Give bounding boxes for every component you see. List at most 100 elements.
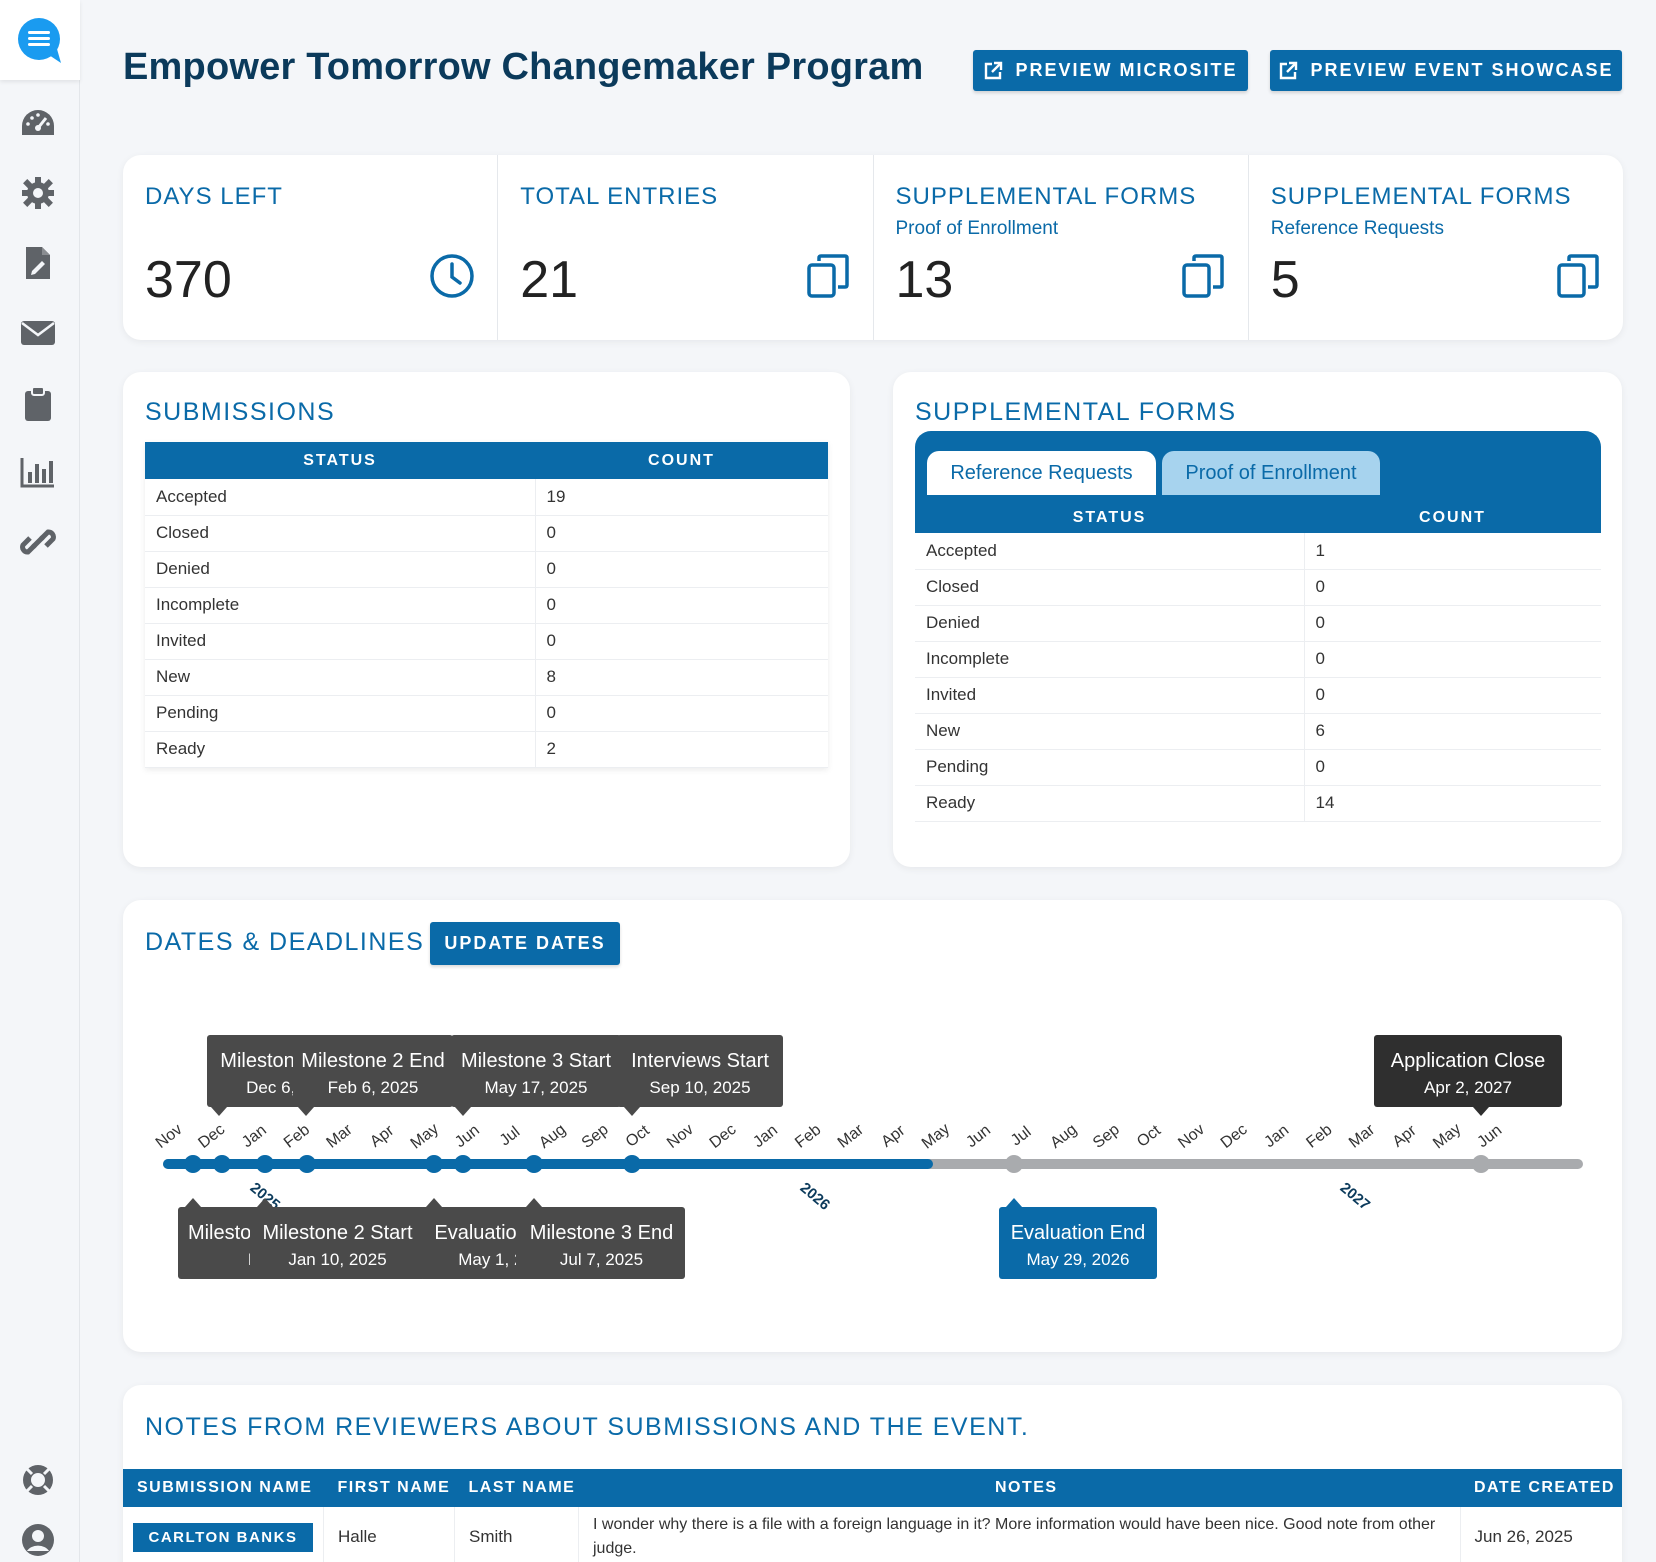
timeline-marker[interactable]	[184, 1155, 202, 1173]
count-cell: 0	[534, 515, 828, 552]
table-row: New 8	[145, 659, 828, 696]
preview-event-showcase-button[interactable]: PREVIEW EVENT SHOWCASE	[1270, 50, 1622, 91]
clock-icon	[430, 254, 474, 298]
status-cell: Pending	[145, 695, 535, 732]
timeline-marker[interactable]	[298, 1155, 316, 1173]
user-account-icon[interactable]	[18, 1520, 58, 1560]
event-name: Milestone 1 End	[220, 1050, 363, 1072]
stat-subtitle: Reference Requests	[1270, 218, 1444, 239]
tooltip-pointer	[185, 1198, 201, 1207]
event-tooltip[interactable]	[518, 1207, 685, 1279]
notes-header[interactable]: NOTES	[578, 1469, 1460, 1507]
timeline-marker[interactable]	[425, 1155, 443, 1173]
timeline-marker[interactable]	[623, 1155, 641, 1173]
table-row: Accepted 1	[915, 533, 1601, 570]
table-row: Invited 0	[145, 623, 828, 660]
notes-table: SUBMISSION NAME FIRST NAME LAST NAME NOT…	[123, 1469, 1622, 1562]
settings-gear-icon[interactable]	[18, 173, 58, 213]
status-header[interactable]: STATUS	[915, 503, 1304, 533]
status-header[interactable]: STATUS	[145, 442, 535, 479]
submission-name-header[interactable]: SUBMISSION NAME	[123, 1469, 324, 1507]
submission-name-button[interactable]: CARLTON BANKS	[133, 1522, 313, 1552]
event-tooltip[interactable]	[1374, 1035, 1562, 1107]
update-dates-button[interactable]: UPDATE DATES	[430, 922, 620, 965]
table-row: Closed 0	[145, 515, 828, 552]
submissions-table: STATUS COUNT Accepted 19 Closed 0 Denied 0 Inc…	[145, 442, 828, 768]
timeline-marker[interactable]	[1472, 1155, 1490, 1173]
mail-icon[interactable]	[18, 313, 58, 353]
timeline-marker[interactable]	[454, 1155, 472, 1173]
status-cell: Invited	[145, 623, 535, 660]
dates-title: DATES & DEADLINES	[145, 928, 425, 956]
stat-title: TOTAL ENTRIES	[520, 183, 719, 210]
table-row: Incomplete 0	[915, 641, 1601, 678]
count-header[interactable]: COUNT	[535, 442, 828, 479]
last-name-header[interactable]: LAST NAME	[454, 1469, 579, 1507]
tooltip-pointer	[455, 1107, 471, 1116]
status-cell: Accepted	[915, 533, 1304, 570]
event-tooltip[interactable]	[617, 1035, 783, 1107]
date-created-cell: Jun 26, 2025	[1474, 1527, 1573, 1546]
timeline-marker[interactable]	[1005, 1155, 1023, 1173]
status-cell: New	[915, 713, 1304, 750]
tooltip-pointer	[526, 1198, 542, 1207]
count-cell: 0	[534, 695, 828, 732]
stat-days-left: DAYS LEFT 370	[123, 155, 499, 340]
logo[interactable]	[0, 0, 80, 80]
copy-icon[interactable]	[805, 253, 851, 299]
submissions-title: SUBMISSIONS	[145, 398, 336, 426]
event-name: Milestone 2 Start	[262, 1222, 413, 1244]
preview-microsite-button[interactable]: PREVIEW MICROSITE	[973, 50, 1248, 91]
event-date: Feb 6, 2025	[328, 1078, 419, 1097]
count-cell: 19	[534, 479, 828, 516]
event-tooltip[interactable]	[451, 1035, 621, 1107]
count-header[interactable]: COUNT	[1304, 503, 1601, 533]
event-tooltip[interactable]	[999, 1207, 1157, 1279]
stat-subtitle: Proof of Enrollment	[895, 218, 1059, 239]
event-name: Interviews Start	[631, 1050, 769, 1072]
count-cell: 0	[534, 587, 828, 624]
status-cell: Incomplete	[915, 641, 1304, 678]
count-cell: 1	[1303, 533, 1601, 570]
tab-reference-requests[interactable]: Reference Requests	[927, 451, 1156, 495]
event-name: Evaluation End	[1011, 1222, 1146, 1244]
count-cell: 0	[1303, 605, 1601, 642]
count-cell: 0	[534, 551, 828, 588]
date-created-header[interactable]: DATE CREATED	[1460, 1469, 1622, 1507]
first-name-header[interactable]: FIRST NAME	[323, 1469, 455, 1507]
status-cell: Ready	[145, 731, 535, 768]
count-cell: 8	[534, 659, 828, 696]
timeline-marker[interactable]	[256, 1155, 274, 1173]
preview-showcase-label: PREVIEW EVENT SHOWCASE	[1310, 60, 1614, 80]
event-name: Milestone 2 End	[301, 1050, 444, 1072]
timeline-marker[interactable]	[213, 1155, 231, 1173]
help-lifebuoy-icon[interactable]	[18, 1460, 58, 1500]
timeline-marker[interactable]	[525, 1155, 543, 1173]
count-cell: 0	[1303, 569, 1601, 606]
stat-supplemental-proof: SUPPLEMENTAL FORMS Proof of Enrollment 1…	[874, 155, 1249, 340]
event-tooltip[interactable]	[293, 1035, 453, 1107]
status-cell: Pending	[915, 749, 1304, 786]
stat-supplemental-reference: SUPPLEMENTAL FORMS Reference Requests 5	[1249, 155, 1623, 340]
copy-icon[interactable]	[1180, 253, 1226, 299]
bar-chart-icon[interactable]	[18, 452, 58, 492]
tab-proof-of-enrollment[interactable]: Proof of Enrollment	[1162, 451, 1380, 495]
status-cell: Ready	[915, 785, 1304, 822]
tooltip-pointer	[1473, 1107, 1489, 1116]
copy-icon[interactable]	[1555, 253, 1601, 299]
event-name: Milestone 3 Start	[461, 1050, 612, 1072]
event-date: May 17, 2025	[484, 1078, 587, 1097]
dashboard-gauge-icon[interactable]	[18, 104, 58, 144]
tooltip-pointer	[211, 1107, 227, 1116]
sidebar	[0, 0, 80, 1562]
table-row: Invited 0	[915, 677, 1601, 714]
last-name-cell: Smith	[454, 1507, 579, 1562]
clipboard-icon[interactable]	[18, 384, 58, 424]
count-cell: 14	[1303, 785, 1601, 822]
document-edit-icon[interactable]	[18, 243, 58, 283]
event-tooltip[interactable]	[250, 1207, 425, 1279]
link-icon[interactable]	[18, 522, 58, 562]
count-cell: 0	[1303, 749, 1601, 786]
event-date: Sep 10, 2025	[649, 1078, 750, 1097]
stat-title: SUPPLEMENTAL FORMS	[895, 183, 1197, 210]
